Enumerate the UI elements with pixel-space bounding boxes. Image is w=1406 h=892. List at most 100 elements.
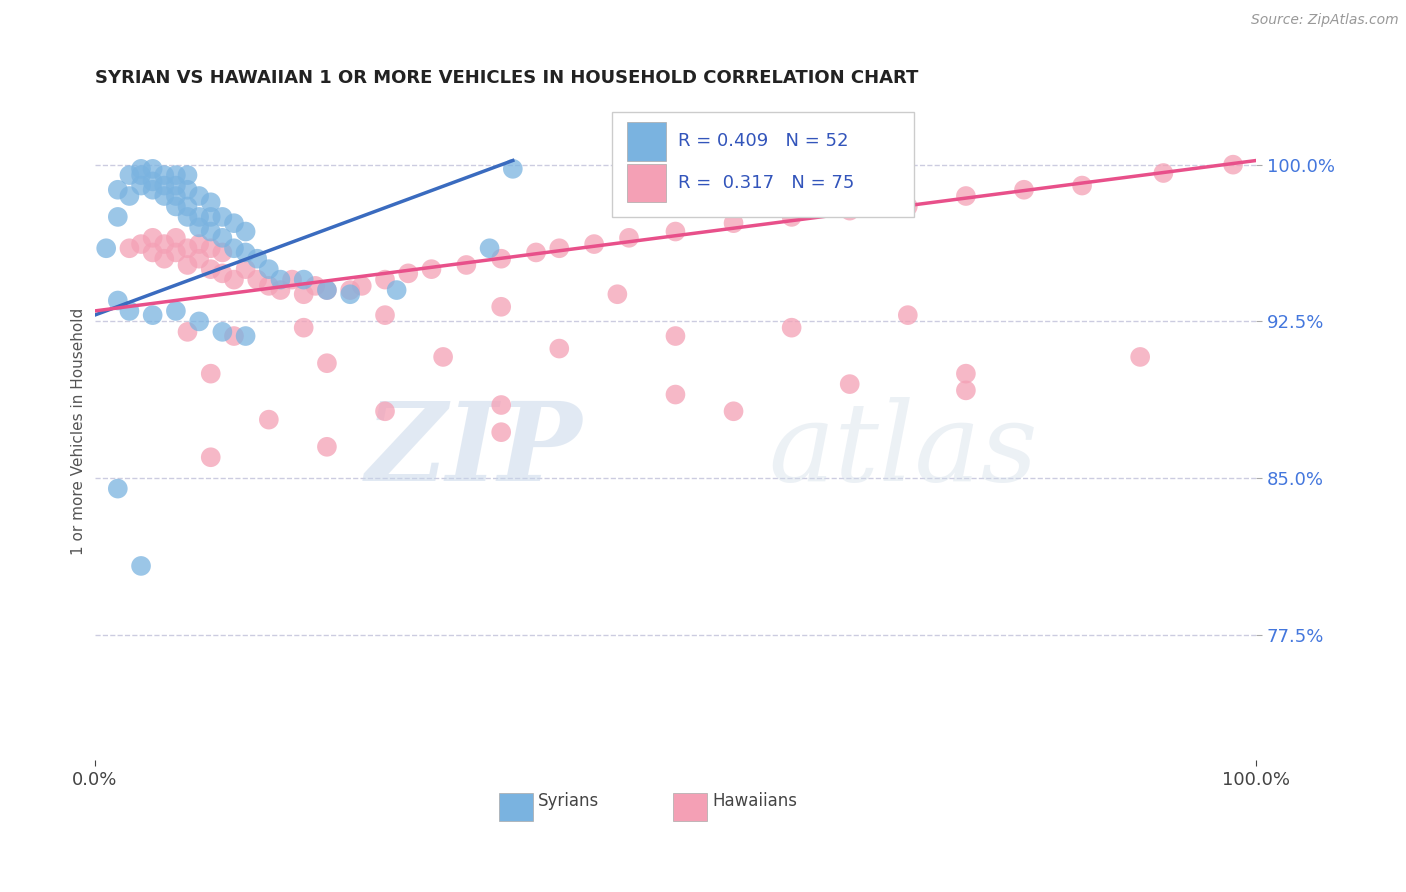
Point (897, 199, 920, 213)
Point (478, 241, 501, 255)
Point (107, 482, 129, 496)
Point (374, 272, 396, 286)
Point (385, 283, 408, 297)
Text: R = 0.409   N = 52: R = 0.409 N = 52 (678, 133, 848, 151)
Point (955, 189, 977, 203)
Point (292, 320, 315, 334)
Point (235, 262, 257, 277)
Point (292, 287, 315, 301)
FancyBboxPatch shape (499, 793, 533, 821)
Point (107, 210, 129, 224)
Point (200, 225, 222, 239)
Point (723, 216, 745, 230)
Point (165, 199, 187, 213)
Point (246, 272, 269, 286)
Point (222, 272, 245, 286)
Point (165, 231, 187, 245)
Point (188, 252, 211, 266)
Point (142, 231, 165, 245)
Point (292, 272, 315, 286)
Point (118, 168, 141, 182)
Point (235, 225, 257, 239)
Point (188, 210, 211, 224)
Point (664, 329, 686, 343)
Point (176, 210, 198, 224)
Point (374, 308, 396, 322)
Point (96, 241, 118, 255)
Point (200, 262, 222, 277)
Point (200, 367, 222, 381)
Point (456, 258, 478, 272)
Point (176, 258, 198, 272)
Point (153, 178, 176, 193)
Point (548, 342, 571, 356)
Point (1222, 158, 1244, 172)
Point (374, 404, 396, 418)
Point (246, 252, 269, 266)
Point (780, 210, 803, 224)
Point (153, 189, 176, 203)
FancyBboxPatch shape (612, 112, 914, 217)
Point (129, 168, 152, 182)
Point (176, 241, 198, 255)
Point (176, 199, 198, 213)
Point (188, 314, 211, 328)
Point (316, 283, 339, 297)
Point (780, 320, 803, 334)
FancyBboxPatch shape (627, 122, 666, 161)
Point (129, 237, 152, 252)
Point (129, 178, 152, 193)
Point (118, 241, 141, 255)
Point (188, 237, 211, 252)
Point (129, 161, 152, 176)
Point (200, 195, 222, 210)
Point (211, 266, 233, 280)
Point (617, 231, 640, 245)
Point (257, 262, 280, 277)
Point (432, 350, 454, 364)
Point (222, 241, 245, 255)
Point (1129, 350, 1152, 364)
Point (118, 189, 141, 203)
Point (723, 404, 745, 418)
Point (583, 237, 606, 252)
Point (153, 252, 176, 266)
Point (165, 245, 187, 260)
Point (235, 329, 257, 343)
Point (165, 189, 187, 203)
Point (420, 262, 443, 277)
Point (200, 241, 222, 255)
Point (1152, 166, 1174, 180)
Point (165, 178, 187, 193)
Point (176, 183, 198, 197)
Point (664, 225, 686, 239)
Point (838, 203, 860, 218)
Point (129, 558, 152, 573)
Point (1071, 178, 1094, 193)
Point (489, 398, 512, 412)
Point (548, 241, 571, 255)
Point (107, 183, 129, 197)
Point (396, 266, 419, 280)
Y-axis label: 1 or more Vehicles in Household: 1 or more Vehicles in Household (72, 308, 86, 555)
Point (502, 161, 524, 176)
Point (316, 283, 339, 297)
Point (200, 210, 222, 224)
Point (107, 293, 129, 308)
Point (211, 231, 233, 245)
Point (165, 304, 187, 318)
Point (176, 168, 198, 182)
Point (339, 283, 361, 297)
Point (1012, 183, 1035, 197)
Point (222, 216, 245, 230)
Point (489, 252, 512, 266)
Text: R =  0.317   N = 75: R = 0.317 N = 75 (678, 174, 855, 192)
Point (664, 387, 686, 401)
Point (211, 210, 233, 224)
Point (897, 308, 920, 322)
Point (188, 189, 211, 203)
Point (257, 278, 280, 293)
Point (153, 237, 176, 252)
Text: Source: ZipAtlas.com: Source: ZipAtlas.com (1251, 13, 1399, 28)
Point (142, 183, 165, 197)
